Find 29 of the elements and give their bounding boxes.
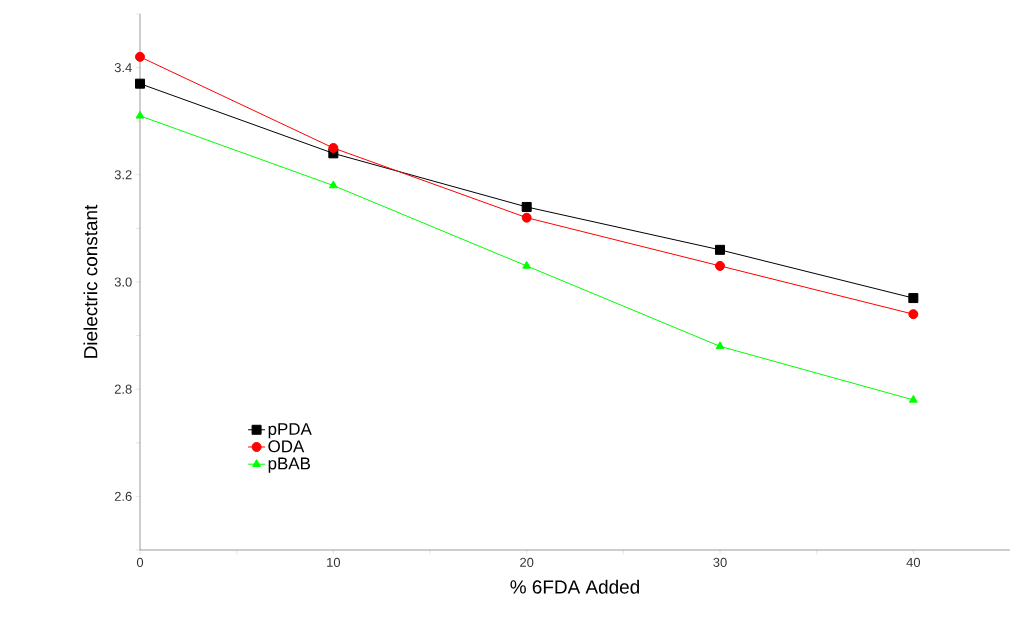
- y-axis-title: Dielectric constant: [83, 204, 98, 358]
- y-tick-label: 3.2: [114, 170, 132, 180]
- point: [715, 244, 726, 255]
- point: [908, 394, 918, 403]
- y-tick-label: 3.4: [114, 63, 132, 73]
- y-tick-label: 2.8: [114, 384, 132, 394]
- point: [135, 51, 145, 62]
- point: [522, 260, 532, 269]
- point: [521, 212, 532, 223]
- y-tick-label: 2.6: [114, 491, 132, 501]
- point: [521, 201, 532, 212]
- x-axis-title: % 6FDA Added: [510, 579, 639, 594]
- point: [715, 260, 726, 271]
- point: [715, 341, 725, 350]
- x-tick-label: 0: [136, 557, 144, 567]
- point: [908, 309, 919, 320]
- legend-label: pPDA: [268, 423, 312, 439]
- point: [908, 293, 919, 304]
- legend-label: ODA: [268, 440, 305, 453]
- point: [135, 78, 145, 89]
- point: [135, 110, 145, 119]
- x-tick-label: 40: [906, 557, 921, 567]
- x-tick-label: 20: [520, 557, 534, 567]
- point: [328, 180, 338, 189]
- x-tick-label: 10: [327, 557, 341, 567]
- point: [328, 142, 339, 153]
- legend-label: pBAB: [268, 457, 310, 473]
- x-tick-label: 30: [713, 557, 727, 567]
- y-tick-label: 3.0: [114, 277, 132, 287]
